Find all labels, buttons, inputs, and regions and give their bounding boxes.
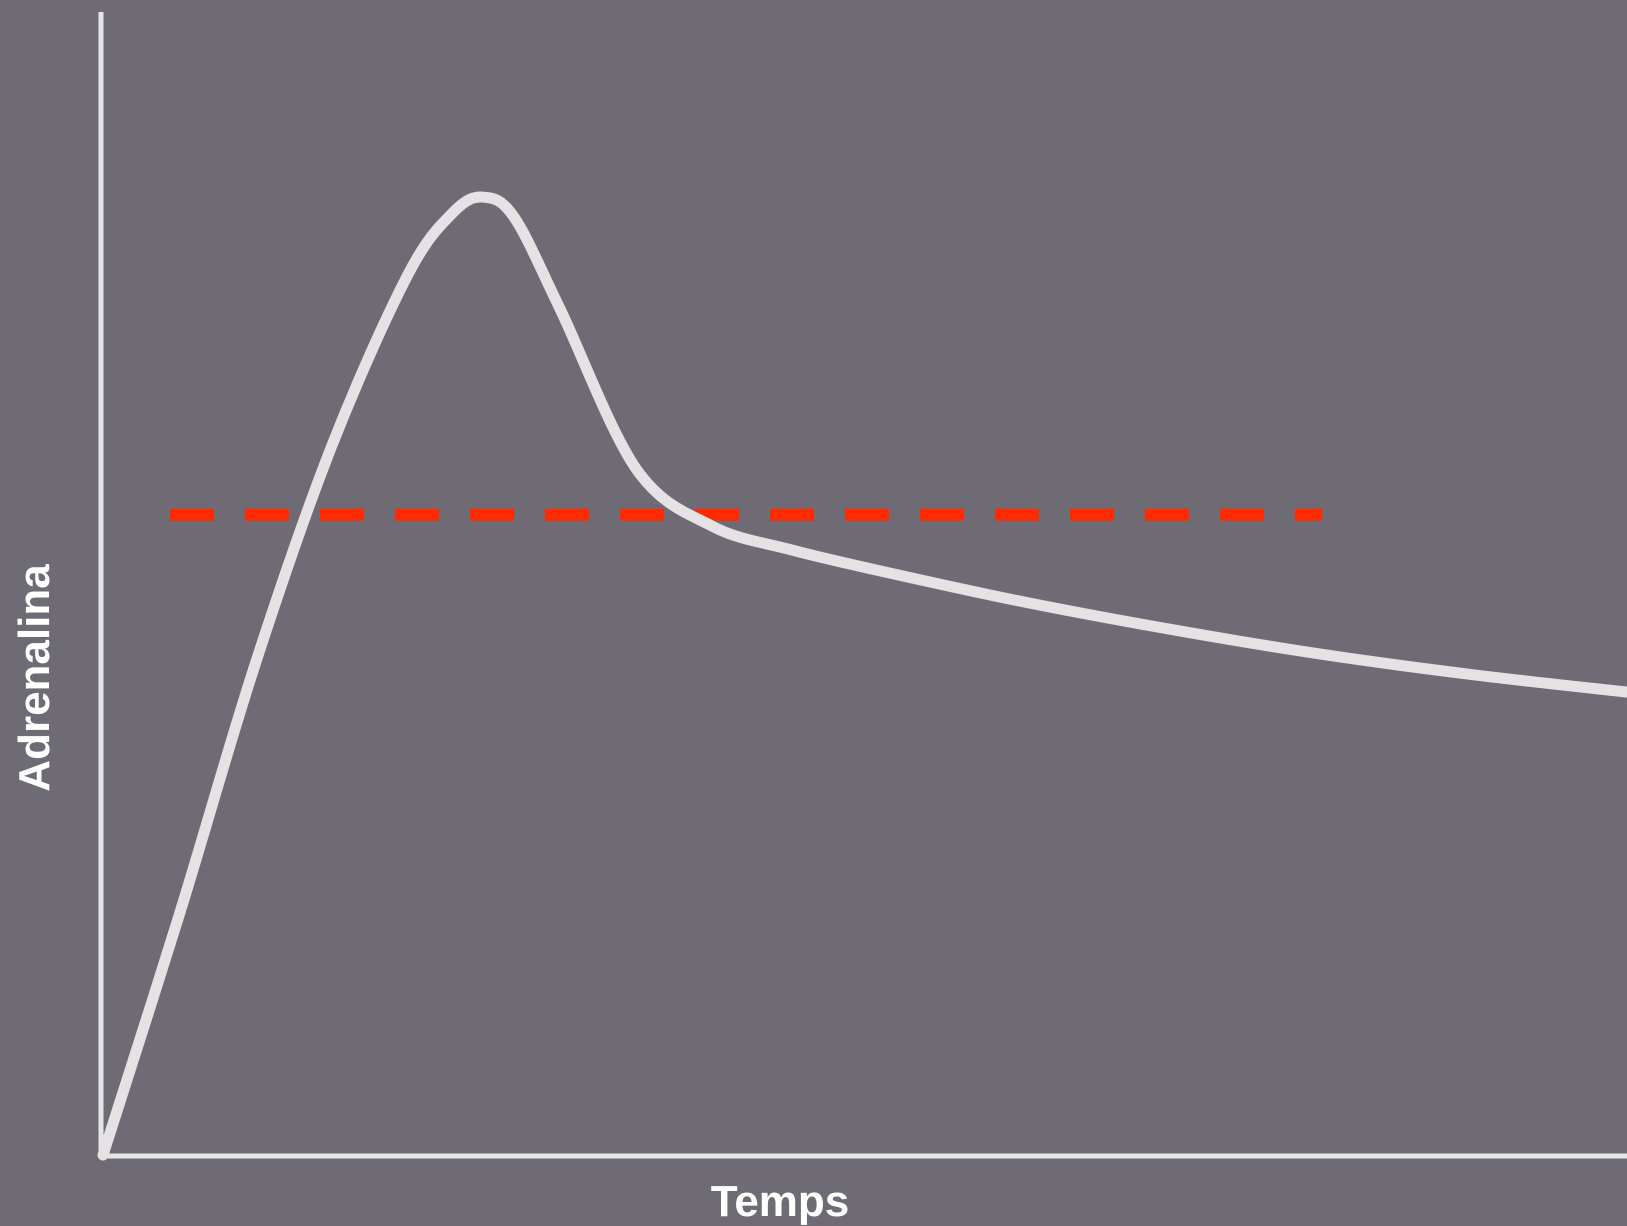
y-axis-label: Adrenalina: [10, 564, 59, 792]
adrenaline-curve: [97, 191, 1627, 1161]
x-axis-label: Temps: [710, 1177, 850, 1226]
